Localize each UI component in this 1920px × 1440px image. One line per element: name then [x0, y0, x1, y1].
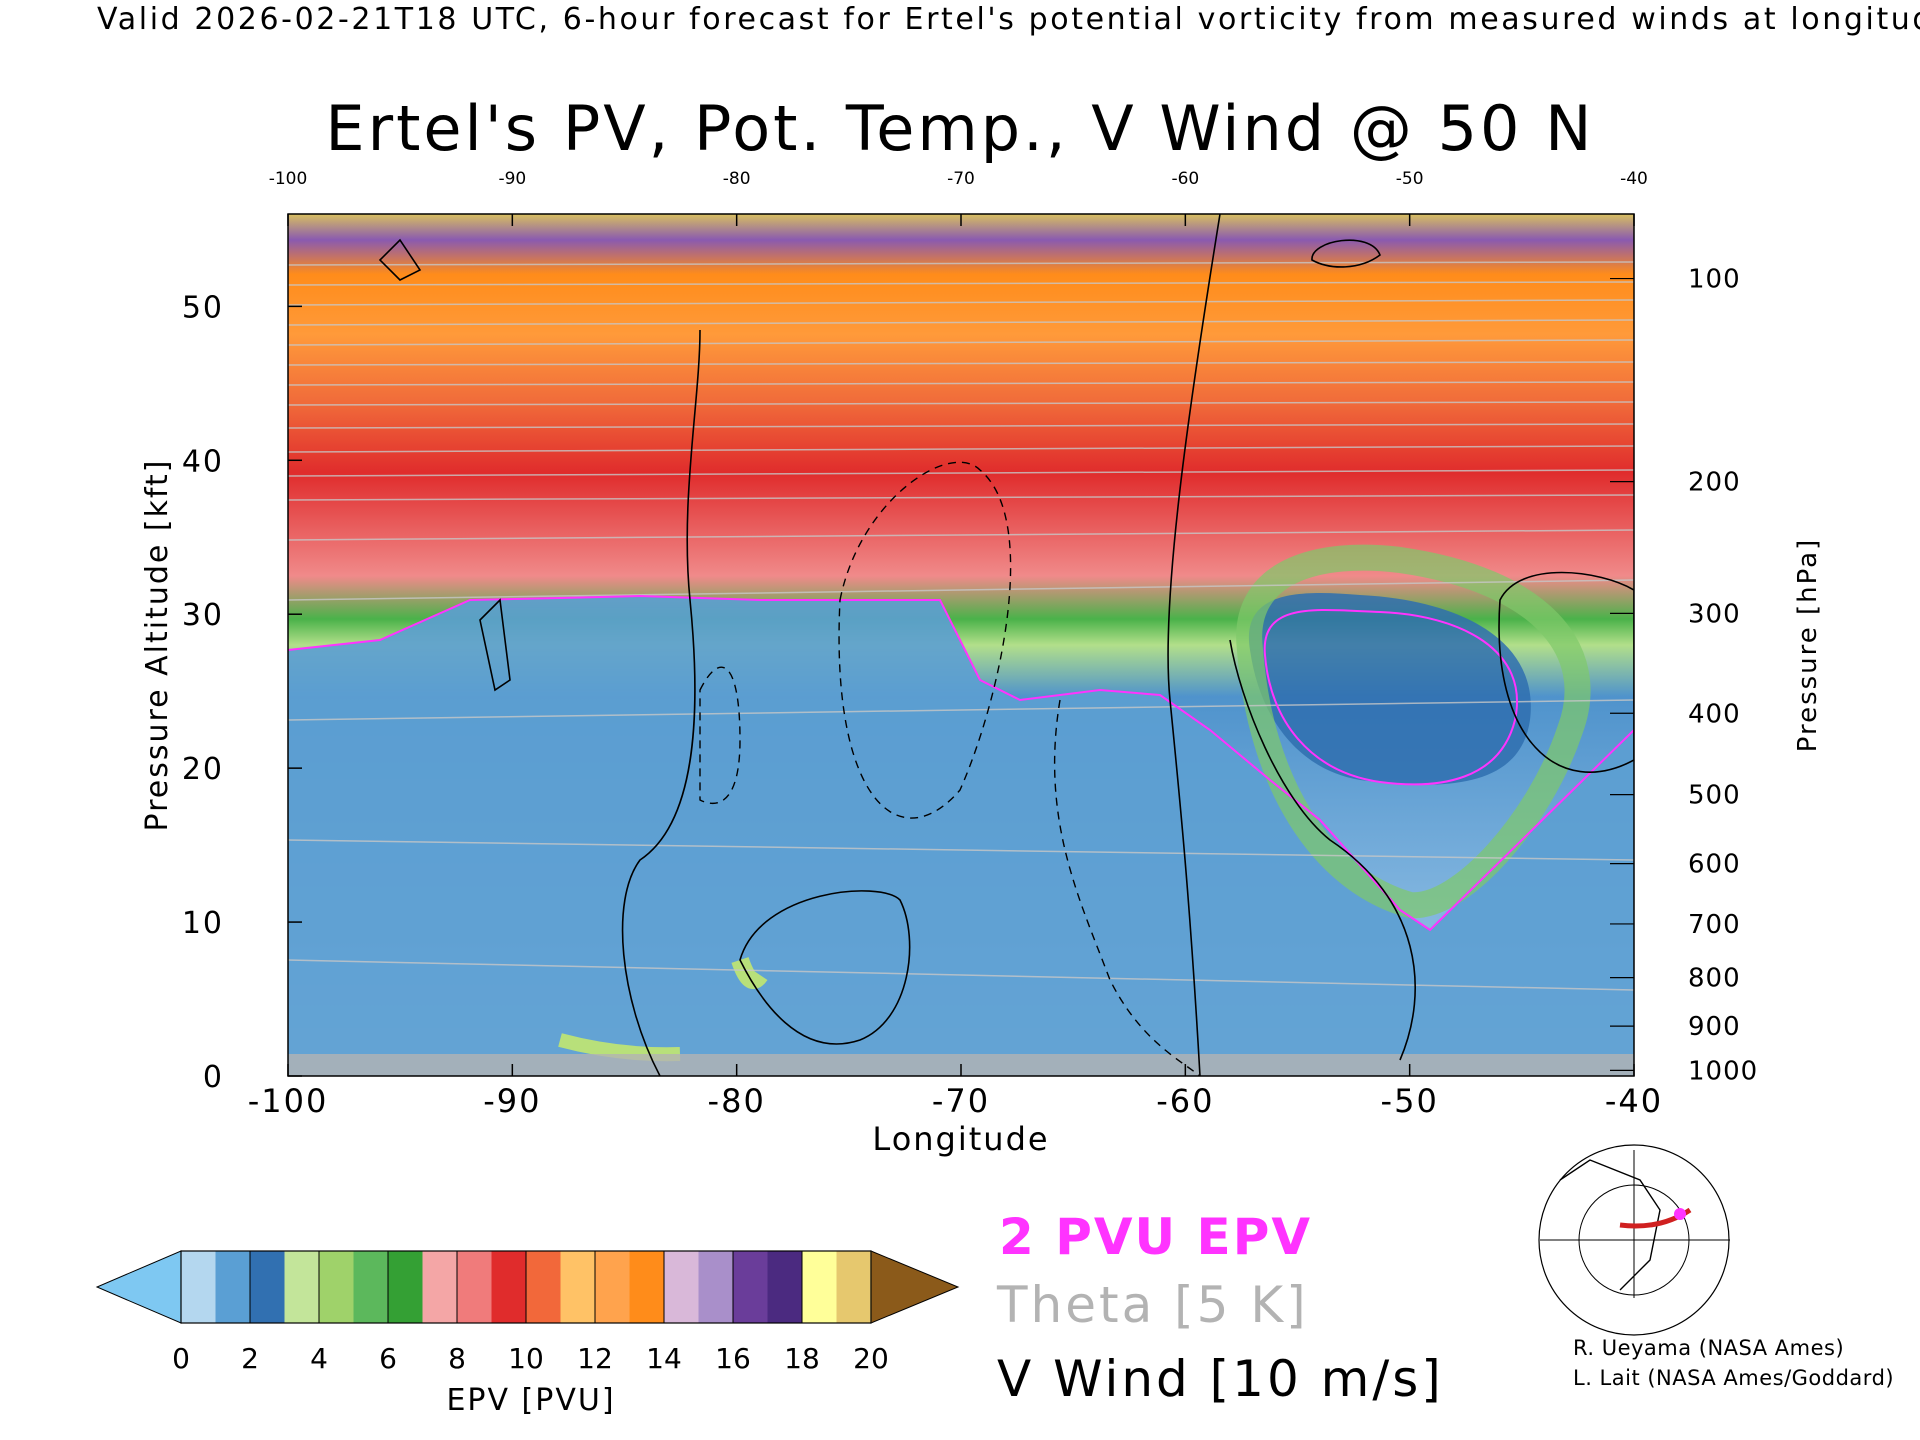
pressure-tick-label: 500 [1688, 781, 1741, 811]
colorbar: 0 2 4 6 8 10 12 14 16 18 20 [95, 1250, 960, 1375]
colorbar-above-arrow [870, 1250, 960, 1324]
x-top-tick-label: -100 [269, 169, 308, 189]
y-tick-label: 0 [203, 1060, 224, 1095]
pressure-tick-label: 900 [1688, 1012, 1741, 1042]
y-tick-label: 20 [182, 752, 224, 787]
x-axis-top: -100 -90 -80 -70 -60 -50 -40 [269, 169, 1648, 226]
colorbar-swatch [181, 1251, 217, 1323]
credits: R. Ueyama (NASA Ames) L. Lait (NASA Ames… [1573, 1333, 1894, 1393]
colorbar-swatch [560, 1251, 596, 1323]
legend-theta: Theta [5 K] [997, 1276, 1309, 1334]
x-axis-bottom: -100 -90 -80 -70 -60 -50 -40 [248, 1064, 1663, 1120]
colorbar-swatch [629, 1251, 665, 1323]
y-axis-left: 0 10 20 30 40 50 [182, 290, 302, 1095]
colorbar-swatch [491, 1251, 527, 1323]
colorbar-tick-label: 2 [241, 1342, 259, 1375]
colorbar-tick-label: 6 [379, 1342, 397, 1375]
y-axis-label: Pressure Altitude [kft] [140, 459, 175, 832]
x-tick-label: -80 [708, 1082, 766, 1120]
pressure-tick-label: 600 [1688, 850, 1741, 880]
colorbar-swatch [836, 1251, 872, 1323]
colorbar-swatch [664, 1251, 700, 1323]
x-top-tick-label: -70 [947, 169, 975, 189]
x-top-tick-label: -50 [1396, 169, 1424, 189]
colorbar-swatch [284, 1251, 320, 1323]
pressure-tick-label: 300 [1688, 599, 1741, 629]
x-axis-label: Longitude [872, 1120, 1049, 1158]
colorbar-below-arrow [95, 1250, 182, 1324]
colorbar-tick-label: 12 [577, 1342, 613, 1375]
pressure-tick-label: 800 [1688, 964, 1741, 994]
colorbar-swatch [457, 1251, 493, 1323]
x-top-tick-label: -80 [723, 169, 751, 189]
colorbar-swatch [733, 1251, 769, 1323]
credit-line-2: L. Lait (NASA Ames/Goddard) [1573, 1366, 1895, 1390]
pressure-axis-label: Pressure [hPa] [1793, 538, 1823, 753]
colorbar-tick-label: 0 [172, 1342, 190, 1375]
colorbar-tick-label: 16 [715, 1342, 751, 1375]
x-tick-label: -60 [1156, 1082, 1214, 1120]
colorbar-swatch [388, 1251, 424, 1323]
colorbar-swatch [802, 1251, 838, 1323]
x-tick-label: -100 [248, 1082, 329, 1120]
pressure-tick-label: 700 [1688, 910, 1741, 940]
x-tick-label: -90 [483, 1082, 541, 1120]
y-tick-label: 30 [182, 598, 224, 633]
x-tick-label: -50 [1381, 1082, 1439, 1120]
colorbar-swatch [767, 1251, 803, 1323]
pressure-tick-label: 400 [1688, 699, 1741, 729]
colorbar-tick-label: 14 [646, 1342, 682, 1375]
colorbar-swatch [526, 1251, 562, 1323]
y-tick-label: 50 [182, 290, 224, 325]
colorbar-swatch [319, 1251, 355, 1323]
colorbar-tick-label: 8 [448, 1342, 466, 1375]
y-tick-label: 10 [182, 906, 224, 941]
colorbar-swatch [215, 1251, 251, 1323]
chart-title: Ertel's PV, Pot. Temp., V Wind @ 50 N [325, 92, 1595, 165]
colorbar-tick-label: 4 [310, 1342, 328, 1375]
y-axis-right-pressure: 100 200 300 400 500 600 700 800 900 1000 [1610, 265, 1758, 1086]
colorbar-swatch [250, 1251, 286, 1323]
colorbar-tick-label: 18 [784, 1342, 820, 1375]
pressure-tick-label: 100 [1688, 265, 1741, 295]
colorbar-swatch [353, 1251, 389, 1323]
colorbar-swatch [595, 1251, 631, 1323]
colorbar-label: EPV [PVU] [446, 1383, 615, 1418]
colorbar-tick-label: 20 [853, 1342, 889, 1375]
colorbar-tick-label: 10 [508, 1342, 544, 1375]
x-tick-label: -70 [932, 1082, 990, 1120]
y-tick-label: 40 [182, 444, 224, 479]
pressure-tick-label: 200 [1688, 468, 1741, 498]
header-validity: Valid 2026-02-21T18 UTC, 6-hour forecast… [97, 2, 1920, 37]
x-top-tick-label: -40 [1620, 169, 1648, 189]
x-top-tick-label: -90 [498, 169, 526, 189]
legend-pv: 2 PVU EPV [999, 1208, 1313, 1266]
x-top-tick-label: -60 [1171, 169, 1199, 189]
colorbar-swatch [698, 1251, 734, 1323]
colorbar-swatch [422, 1251, 458, 1323]
pressure-tick-label: 1000 [1688, 1056, 1758, 1086]
x-tick-label: -40 [1605, 1082, 1663, 1120]
legend-wind: V Wind [10 m/s] [997, 1350, 1444, 1408]
locator-map [1536, 1144, 1731, 1336]
credit-line-1: R. Ueyama (NASA Ames) [1573, 1336, 1845, 1360]
